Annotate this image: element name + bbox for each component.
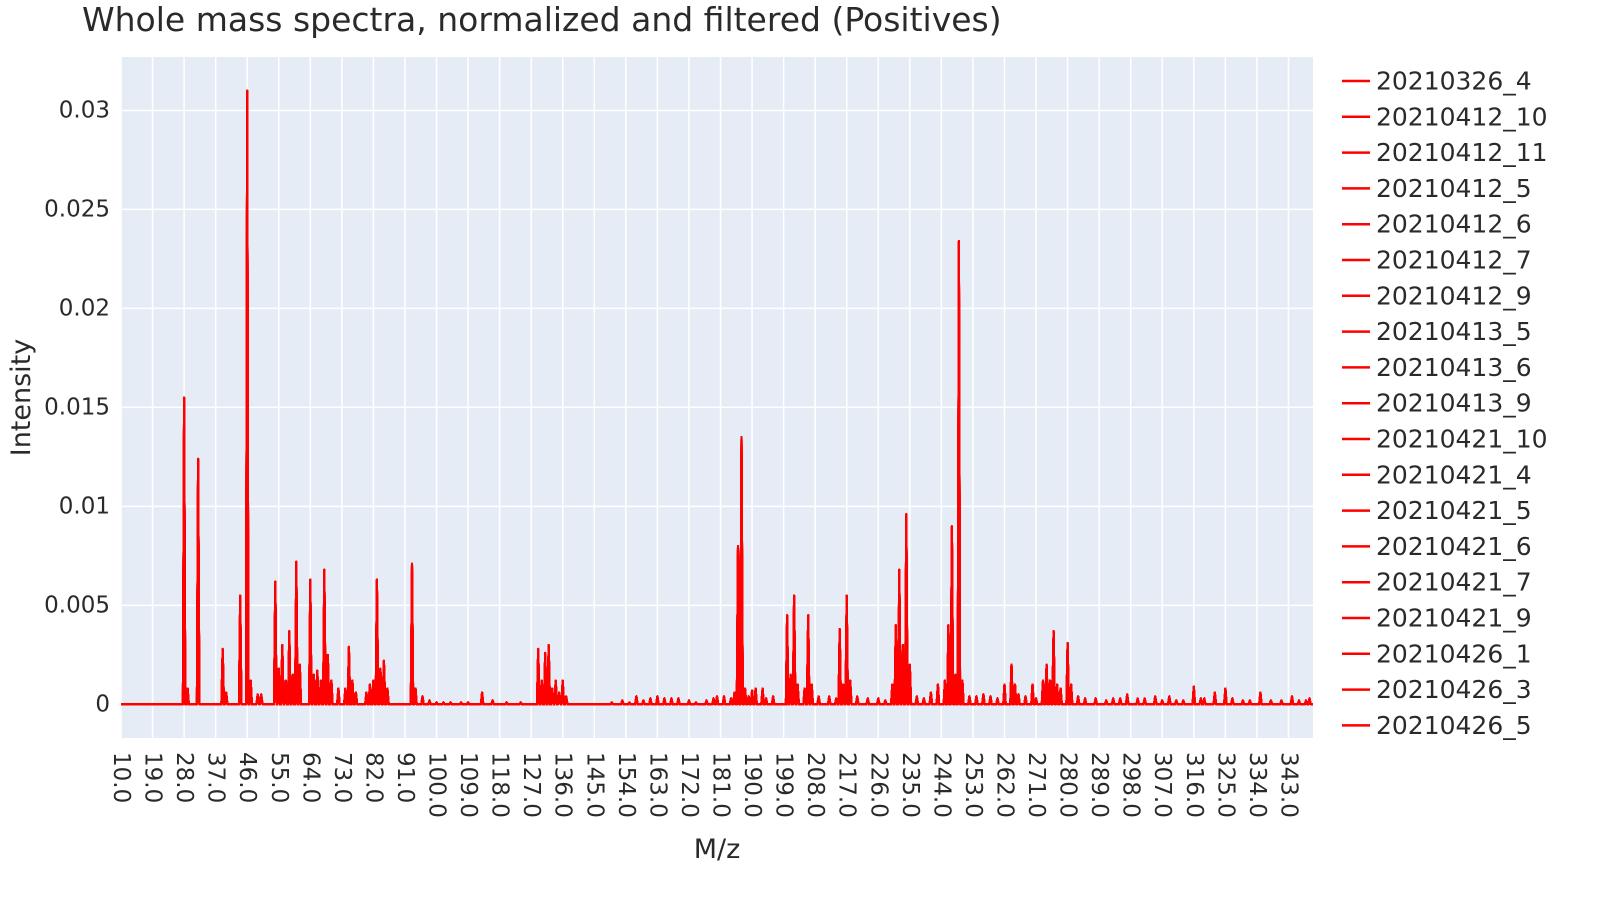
y-tick-label: 0.02 xyxy=(59,295,110,321)
legend-item-label[interactable]: 20210421_6 xyxy=(1376,532,1532,561)
legend-item-label[interactable]: 20210421_10 xyxy=(1376,425,1548,454)
y-axis-title: Intensity xyxy=(6,339,37,457)
legend-item-label[interactable]: 20210412_7 xyxy=(1376,246,1532,275)
y-tick-label: 0.005 xyxy=(44,592,110,618)
legend-item-label[interactable]: 20210426_3 xyxy=(1376,675,1532,704)
x-tick-label: 28.0 xyxy=(171,752,197,803)
x-tick-label: 10.0 xyxy=(108,752,134,803)
x-tick-label: 127.0 xyxy=(518,752,544,818)
legend-item-label[interactable]: 20210412_10 xyxy=(1376,102,1548,131)
y-tick-label: 0.03 xyxy=(59,97,110,123)
x-tick-label: 154.0 xyxy=(613,752,639,818)
x-tick-label: 73.0 xyxy=(329,752,355,803)
plot-background xyxy=(121,57,1313,738)
x-tick-label: 226.0 xyxy=(865,752,891,818)
x-tick-label: 298.0 xyxy=(1118,752,1144,818)
x-tick-label: 118.0 xyxy=(487,752,513,818)
legend-item-label[interactable]: 20210421_9 xyxy=(1376,604,1532,633)
x-tick-label: 217.0 xyxy=(834,752,860,818)
x-tick-label: 199.0 xyxy=(771,752,797,818)
x-axis-title: M/z xyxy=(694,834,741,865)
x-tick-label: 172.0 xyxy=(676,752,702,818)
legend-item-label[interactable]: 20210413_6 xyxy=(1376,353,1532,382)
legend: 20210326_4 20210412_10 20210412_11 20210412… xyxy=(1342,67,1548,740)
x-tick-label: 307.0 xyxy=(1149,752,1175,818)
x-tick-label: 19.0 xyxy=(140,752,166,803)
legend-item-label[interactable]: 20210413_5 xyxy=(1376,317,1532,346)
x-tick-label: 82.0 xyxy=(360,752,386,803)
x-tick-label: 262.0 xyxy=(991,752,1017,818)
x-tick-label: 334.0 xyxy=(1244,752,1270,818)
x-tick-label: 289.0 xyxy=(1086,752,1112,818)
legend-item-label[interactable]: 20210326_4 xyxy=(1376,67,1532,96)
x-tick-label: 91.0 xyxy=(392,752,418,803)
legend-item-label[interactable]: 20210413_9 xyxy=(1376,389,1532,418)
legend-item-label[interactable]: 20210421_7 xyxy=(1376,568,1532,597)
x-tick-label: 136.0 xyxy=(550,752,576,818)
x-tick-label: 208.0 xyxy=(802,752,828,818)
x-tick-label: 46.0 xyxy=(234,752,260,803)
y-tick-labels: 0 0.005 0.01 0.015 0.02 0.025 0.03 xyxy=(44,97,110,717)
x-tick-label: 244.0 xyxy=(928,752,954,818)
x-tick-label: 145.0 xyxy=(581,752,607,818)
y-tick-label: 0.025 xyxy=(44,196,110,222)
x-tick-label: 109.0 xyxy=(455,752,481,818)
legend-item-label[interactable]: 20210421_5 xyxy=(1376,496,1532,525)
series-line-20210426_5 xyxy=(121,89,1313,706)
x-tick-labels: 10.0 19.0 28.0 37.0 46.0 55.0 64.0 73.0 82.0 91.0… xyxy=(108,752,1301,818)
x-tick-label: 271.0 xyxy=(1023,752,1049,818)
x-tick-label: 163.0 xyxy=(644,752,670,818)
x-tick-label: 235.0 xyxy=(897,752,923,818)
x-tick-label: 37.0 xyxy=(203,752,229,803)
x-tick-label: 325.0 xyxy=(1212,752,1238,818)
y-tick-label: 0.015 xyxy=(44,394,110,420)
legend-item-label[interactable]: 20210412_11 xyxy=(1376,138,1548,167)
x-tick-label: 181.0 xyxy=(708,752,734,818)
legend-item-label[interactable]: 20210426_1 xyxy=(1376,639,1532,668)
chart-title: Whole mass spectra, normalized and filte… xyxy=(82,0,1002,39)
y-tick-label: 0.01 xyxy=(59,493,110,519)
x-tick-label: 253.0 xyxy=(960,752,986,818)
legend-item-label[interactable]: 20210426_5 xyxy=(1376,711,1532,740)
x-tick-label: 55.0 xyxy=(266,752,292,803)
legend-item-label[interactable]: 20210412_6 xyxy=(1376,210,1532,239)
legend-item-label[interactable]: 20210412_5 xyxy=(1376,174,1532,203)
x-tick-label: 100.0 xyxy=(424,752,450,818)
series-lines xyxy=(121,89,1313,706)
y-tick-label: 0 xyxy=(95,691,110,717)
grid-lines xyxy=(120,57,1313,738)
x-tick-label: 316.0 xyxy=(1181,752,1207,818)
legend-item-label[interactable]: 20210421_4 xyxy=(1376,460,1532,489)
x-tick-label: 343.0 xyxy=(1275,752,1301,818)
x-tick-label: 64.0 xyxy=(297,752,323,803)
x-tick-label: 190.0 xyxy=(739,752,765,818)
legend-item-label[interactable]: 20210412_9 xyxy=(1376,281,1532,310)
x-tick-label: 280.0 xyxy=(1055,752,1081,818)
